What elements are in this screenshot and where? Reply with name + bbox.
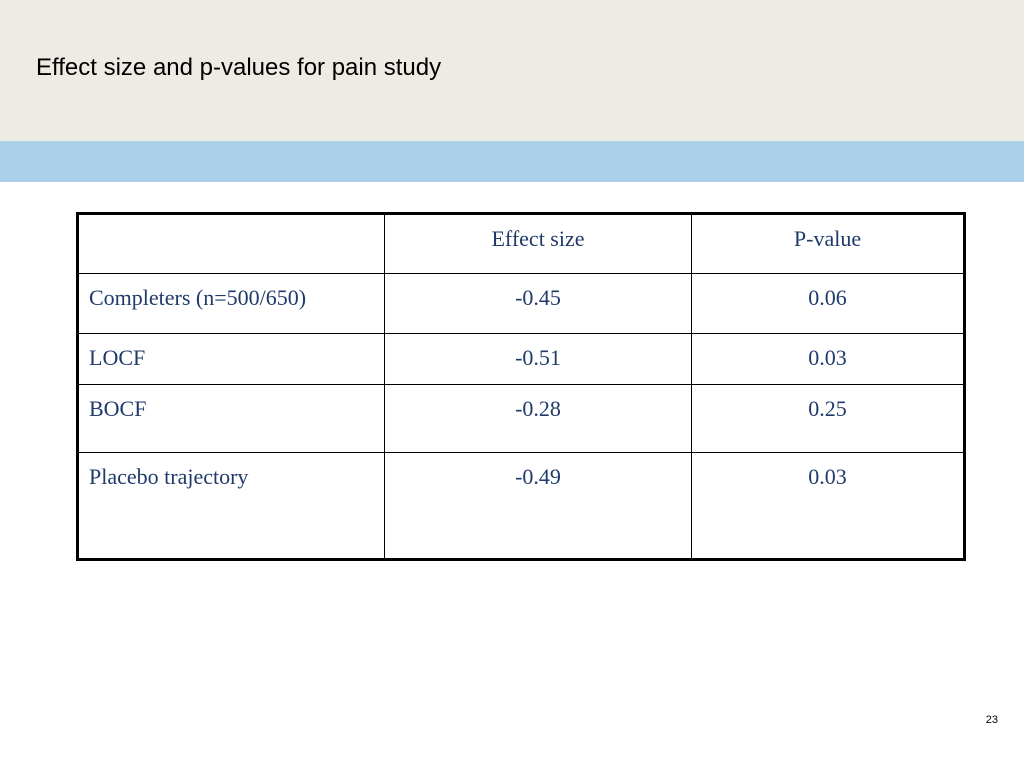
p-value-cell: 0.03 (691, 333, 965, 385)
table-row: Placebo trajectory -0.49 0.03 (77, 452, 965, 560)
effect-size-cell: -0.49 (384, 452, 692, 560)
results-table: Effect size P-value Completers (n=500/65… (76, 212, 966, 561)
row-label: Placebo trajectory (77, 452, 385, 560)
header-band: Effect size and p-values for pain study (0, 0, 1024, 141)
row-label: LOCF (77, 333, 385, 385)
p-value-cell: 0.03 (691, 452, 965, 560)
p-value-cell: 0.06 (691, 273, 965, 334)
page-number: 23 (985, 714, 998, 726)
slide-title: Effect size and p-values for pain study (36, 54, 442, 81)
row-label: Completers (n=500/650) (77, 273, 385, 334)
header-cell-effect-size: Effect size (384, 213, 692, 274)
effect-size-cell: -0.45 (384, 273, 692, 334)
accent-bar (0, 141, 1024, 182)
header-cell-blank (77, 213, 385, 274)
effect-size-cell: -0.51 (384, 333, 692, 385)
table-header-row: Effect size P-value (77, 213, 965, 274)
table-row: Completers (n=500/650) -0.45 0.06 (77, 273, 965, 334)
header-cell-p-value: P-value (691, 213, 965, 274)
effect-size-cell: -0.28 (384, 384, 692, 453)
table-row: BOCF -0.28 0.25 (77, 384, 965, 453)
row-label: BOCF (77, 384, 385, 453)
p-value-cell: 0.25 (691, 384, 965, 453)
table-row: LOCF -0.51 0.03 (77, 333, 965, 385)
